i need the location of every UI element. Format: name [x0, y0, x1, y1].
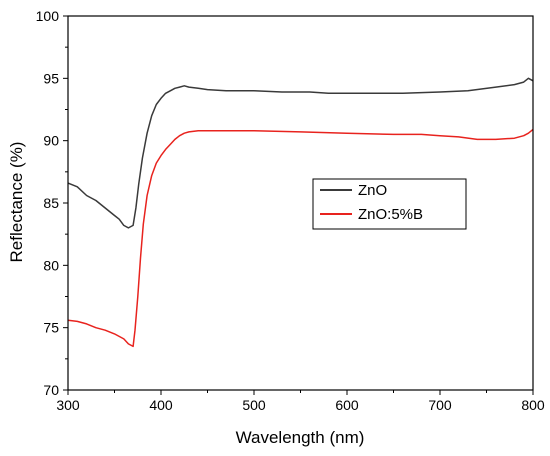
x-tick-label-500: 500 — [242, 397, 266, 413]
legend-label-zno: ZnO — [358, 182, 387, 199]
legend: ZnO ZnO:5%B — [312, 178, 467, 230]
series-line-zno-5-b — [67, 128, 534, 348]
x-tick-label-800: 800 — [521, 397, 545, 413]
legend-label-zno-5b: ZnO:5%B — [358, 206, 423, 223]
y-tick-label-90: 90 — [43, 133, 59, 149]
y-axis-title: Reflectance (%) — [7, 142, 26, 263]
x-tick-label-600: 600 — [335, 397, 359, 413]
y-tick-label-80: 80 — [43, 257, 59, 273]
y-tick-label-85: 85 — [43, 195, 59, 211]
x-axis-title: Wavelength (nm) — [236, 428, 365, 447]
y-tick-label-70: 70 — [43, 382, 59, 398]
series-layer — [67, 77, 534, 348]
ticks-layer: 300 400 500 600 700 800 70 75 80 85 90 95 100 — [36, 8, 545, 413]
legend-box — [312, 178, 467, 230]
x-tick-label-700: 700 — [428, 397, 452, 413]
y-tick-label-95: 95 — [43, 70, 59, 86]
x-tick-label-400: 400 — [149, 397, 173, 413]
x-tick-label-300: 300 — [56, 397, 80, 413]
series-line-zno — [67, 77, 534, 229]
y-tick-label-75: 75 — [43, 320, 59, 336]
y-tick-label-100: 100 — [36, 8, 60, 24]
